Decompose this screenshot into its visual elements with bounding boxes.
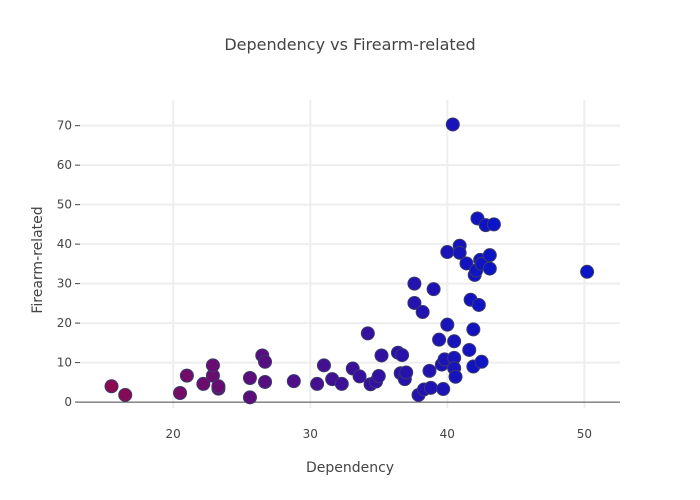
y-axis-title: Firearm-related: [30, 206, 46, 313]
x-axis-title: Dependency: [306, 460, 394, 476]
y-tick-label: 70: [57, 119, 72, 133]
scatter-point[interactable]: [407, 295, 422, 310]
scatter-point[interactable]: [211, 379, 226, 394]
scatter-point[interactable]: [423, 380, 438, 395]
scatter-point[interactable]: [422, 363, 437, 378]
scatter-point[interactable]: [474, 354, 489, 369]
scatter-point[interactable]: [196, 376, 211, 391]
scatter-point[interactable]: [395, 348, 410, 363]
scatter-point[interactable]: [486, 217, 501, 232]
scatter-point[interactable]: [316, 358, 331, 373]
y-tick-label: 0: [64, 395, 72, 409]
scatter-point[interactable]: [242, 390, 257, 405]
x-tick-label: 20: [166, 427, 181, 441]
scatter-point[interactable]: [205, 358, 220, 373]
chart-title: Dependency vs Firearm-related: [224, 35, 475, 54]
scatter-point[interactable]: [462, 342, 477, 357]
scatter-point[interactable]: [452, 245, 467, 260]
x-tick-label: 50: [577, 427, 592, 441]
scatter-point[interactable]: [352, 369, 367, 384]
scatter-point[interactable]: [286, 374, 301, 389]
scatter-point[interactable]: [440, 245, 455, 260]
scatter-point[interactable]: [179, 368, 194, 383]
scatter-point[interactable]: [580, 264, 595, 279]
scatter-point[interactable]: [471, 297, 486, 312]
y-tick-label: 30: [57, 277, 72, 291]
scatter-point[interactable]: [448, 369, 463, 384]
point-layer: [104, 117, 595, 405]
scatter-point[interactable]: [482, 261, 497, 276]
y-tick-label: 10: [57, 356, 72, 370]
scatter-point[interactable]: [399, 365, 414, 380]
scatter-point[interactable]: [258, 374, 273, 389]
scatter-point[interactable]: [482, 248, 497, 263]
x-tick-label: 40: [440, 427, 455, 441]
y-tick-label: 40: [57, 237, 72, 251]
tick-layer: 20 30 40 50 0 10 20 30 40 50 60 70: [57, 119, 592, 441]
scatter-point[interactable]: [440, 317, 455, 332]
scatter-point[interactable]: [173, 385, 188, 400]
scatter-point[interactable]: [258, 354, 273, 369]
scatter-point[interactable]: [310, 376, 325, 391]
scatter-point[interactable]: [360, 326, 375, 341]
scatter-point[interactable]: [104, 379, 119, 394]
x-tick-label: 30: [303, 427, 318, 441]
scatter-point[interactable]: [374, 348, 389, 363]
scatter-point[interactable]: [334, 376, 349, 391]
scatter-point[interactable]: [426, 282, 441, 297]
scatter-point[interactable]: [242, 370, 257, 385]
y-tick-label: 20: [57, 316, 72, 330]
scatter-point[interactable]: [459, 256, 474, 271]
y-tick-label: 50: [57, 198, 72, 212]
scatter-point[interactable]: [445, 117, 460, 132]
scatter-point[interactable]: [415, 305, 430, 320]
scatter-point[interactable]: [432, 332, 447, 347]
scatter-point[interactable]: [407, 276, 422, 291]
scatter-point[interactable]: [371, 369, 386, 384]
y-tick-label: 60: [57, 158, 72, 172]
scatter-point[interactable]: [447, 334, 462, 349]
scatter-point[interactable]: [118, 387, 133, 402]
scatter-point[interactable]: [466, 322, 481, 337]
grid-layer: [80, 100, 620, 408]
scatter-point[interactable]: [436, 382, 451, 397]
